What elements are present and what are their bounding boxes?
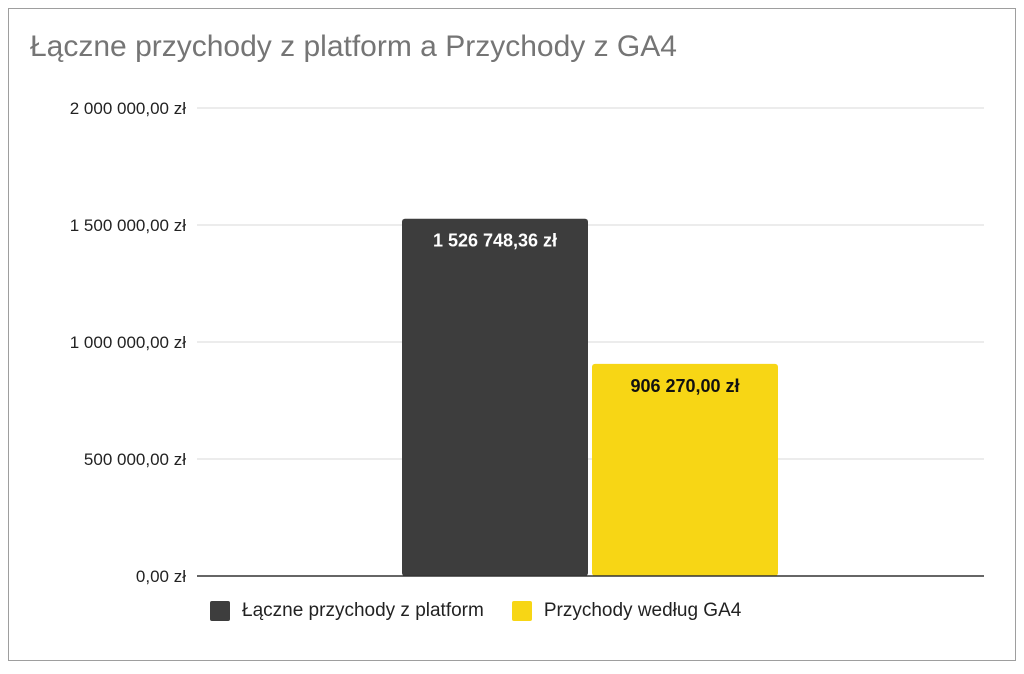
legend-item-platform: Łączne przychody z platform bbox=[210, 600, 484, 622]
y-tick-label: 500 000,00 zł bbox=[84, 450, 186, 469]
chart-title: Łączne przychody z platform a Przychody … bbox=[30, 30, 677, 63]
bars bbox=[402, 218, 778, 576]
legend-swatch-ga4 bbox=[511, 601, 532, 621]
legend-label-platform: Łączne przychody z platform bbox=[242, 600, 484, 621]
bar bbox=[592, 363, 778, 576]
y-axis-tick-labels: 0,00 zł 500 000,00 zł 1 000 000,00 zł 1 500… bbox=[70, 99, 186, 586]
legend: Łączne przychody z platform Przychody we… bbox=[210, 600, 741, 622]
legend-item-ga4: Przychody według GA4 bbox=[511, 600, 742, 622]
bar-value-label: 906 270,00 zł bbox=[630, 376, 739, 396]
legend-label-ga4: Przychody według GA4 bbox=[543, 600, 742, 621]
gridlines bbox=[197, 107, 984, 460]
y-tick-label: 1 000 000,00 zł bbox=[70, 333, 186, 352]
y-tick-label: 2 000 000,00 zł bbox=[70, 99, 186, 118]
bar bbox=[402, 218, 588, 576]
bar-value-labels: 1 526 748,36 zł 906 270,00 zł bbox=[433, 231, 740, 396]
bar-value-label: 1 526 748,36 zł bbox=[433, 231, 557, 251]
y-tick-label: 1 500 000,00 zł bbox=[70, 216, 186, 235]
y-tick-label: 0,00 zł bbox=[136, 567, 186, 586]
legend-swatch-platform bbox=[210, 601, 230, 621]
